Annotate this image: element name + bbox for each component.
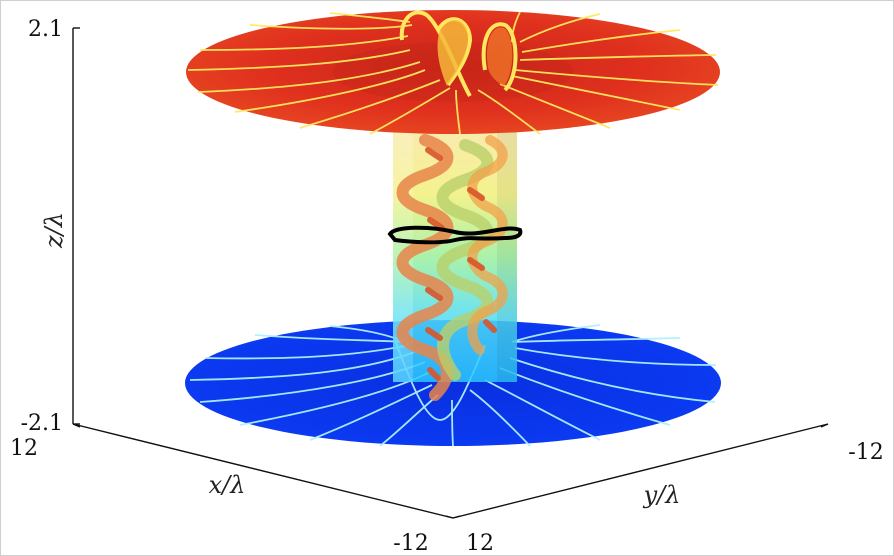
- top-disk-lobes-fill: [437, 20, 513, 86]
- helix-highlights: [425, 147, 497, 381]
- midplane-ring: [387, 225, 523, 245]
- top-disk: [186, 10, 720, 135]
- x-tick-label-start: 12: [10, 436, 38, 461]
- y-tick-start: [452, 515, 461, 519]
- z-axis-label: z/λ: [40, 212, 68, 249]
- top-disk-lobes: [399, 10, 518, 98]
- z-tick-label-min: -2.1: [21, 411, 63, 436]
- y-axis-label: y/λ: [643, 481, 681, 509]
- y-axis-line: [452, 423, 829, 519]
- x-tick-end: [445, 515, 454, 519]
- y-tick-label-end: -12: [848, 440, 883, 465]
- helix-3: [467, 135, 508, 355]
- x-axis-line: [72, 423, 454, 519]
- x-tick-start: [72, 423, 81, 428]
- helix-1: [396, 134, 454, 401]
- y-tick-label-start: 12: [466, 531, 494, 556]
- axes: [72, 27, 829, 519]
- x-axis-label: x/λ: [209, 471, 246, 499]
- bottom-disk: [185, 320, 721, 447]
- y-tick-end: [820, 423, 829, 428]
- x-tick-label-end: -12: [393, 531, 428, 556]
- helix-2: [436, 139, 494, 381]
- z-tick-label-max: 2.1: [28, 17, 63, 42]
- helix-bundle: [396, 134, 508, 401]
